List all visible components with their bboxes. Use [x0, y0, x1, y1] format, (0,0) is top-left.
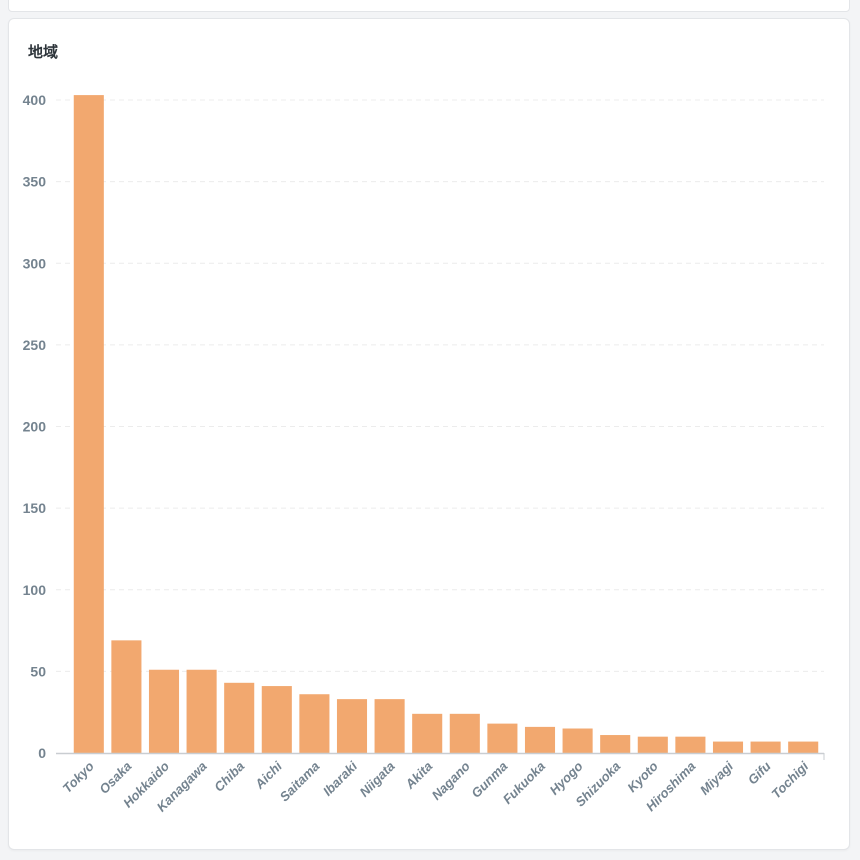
bar-nagano[interactable]	[449, 713, 480, 753]
bar-tokyo[interactable]	[73, 95, 104, 754]
bar-gifu[interactable]	[750, 741, 781, 753]
x-tick-label: Nagano	[429, 758, 473, 802]
bar-ibaraki[interactable]	[336, 699, 368, 753]
x-tick-label: Aichi	[251, 758, 285, 792]
bar-saitama[interactable]	[299, 694, 330, 753]
y-tick-label: 150	[23, 500, 47, 516]
bar-akita[interactable]	[412, 713, 443, 753]
x-tick-label: Saitama	[277, 759, 323, 805]
x-tick-label: Tochigi	[768, 758, 811, 801]
y-tick-label: 350	[23, 174, 47, 190]
bar-fukuoka[interactable]	[524, 726, 556, 753]
bar-hyogo[interactable]	[562, 728, 593, 753]
bar-gunma[interactable]	[487, 723, 518, 753]
x-tick-label: Chiba	[211, 759, 247, 795]
previous-card-edge	[8, 0, 850, 12]
x-tick-label: Niigata	[356, 759, 397, 800]
bar-aichi[interactable]	[261, 686, 292, 753]
card-title: 地域	[28, 43, 59, 61]
y-tick-label: 50	[30, 663, 46, 679]
bar-hiroshima[interactable]	[675, 736, 706, 753]
x-tick-label: Gifu	[745, 758, 774, 787]
y-tick-label: 250	[23, 337, 47, 353]
bar-kanagawa[interactable]	[186, 669, 217, 753]
bar-osaka[interactable]	[111, 640, 142, 753]
x-tick-label: Tokyo	[60, 758, 97, 795]
bar-miyagi[interactable]	[712, 741, 744, 753]
bar-kyoto[interactable]	[637, 736, 668, 753]
bar-hokkaido[interactable]	[148, 669, 180, 753]
y-tick-label: 300	[23, 255, 47, 271]
y-tick-label: 400	[23, 92, 47, 108]
y-tick-label: 100	[23, 582, 47, 598]
y-tick-label: 0	[38, 745, 46, 761]
x-tick-label: Akita	[402, 759, 436, 793]
x-tick-label: Ibaraki	[320, 758, 361, 799]
bar-niigata[interactable]	[374, 699, 405, 753]
bar-tochigi[interactable]	[788, 741, 819, 753]
chart-card: 地域	[8, 18, 850, 850]
x-tick-label: Miyagi	[697, 758, 736, 797]
y-tick-label: 200	[23, 419, 47, 435]
bar-shizuoka[interactable]	[600, 735, 631, 753]
bar-chiba[interactable]	[224, 682, 255, 753]
